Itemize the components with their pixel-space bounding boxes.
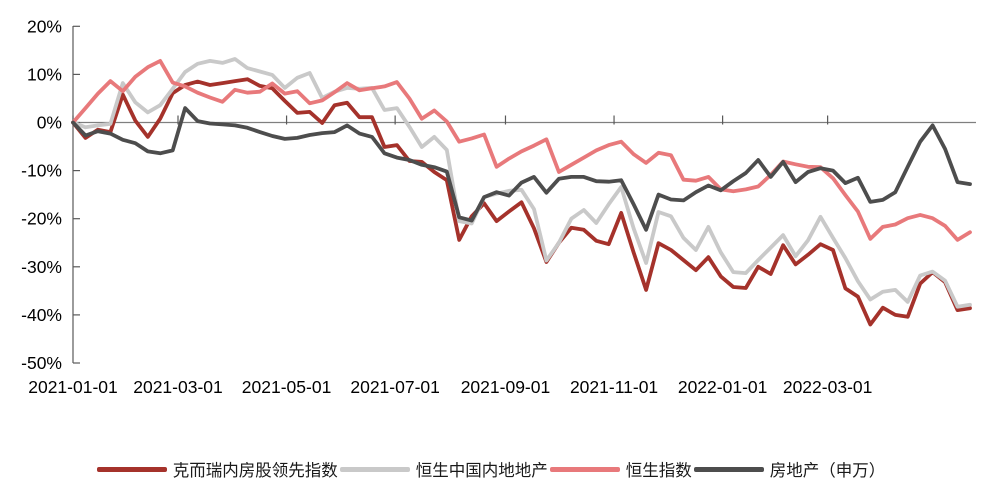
legend-item-sw-real-estate: 房地产（申万） [693,457,886,481]
y-tick-label: -10% [21,161,62,181]
legend-item-cric: 克而瑞内房股领先指数 [96,457,338,481]
y-tick-label: -20% [21,209,62,229]
legend-label-cric: 克而瑞内房股领先指数 [172,461,338,480]
x-tick-label: 2021-07-01 [350,377,440,397]
x-tick-label: 2021-03-01 [133,377,223,397]
legend-swatch-cric [96,466,167,472]
y-tick-label: -30% [21,257,62,277]
y-tick-label: 20% [27,16,62,36]
legend-label-sw-real-estate: 房地产（申万） [769,461,886,480]
legend-label-hang-seng-index: 恒生指数 [625,461,692,480]
x-tick-label: 2021-05-01 [242,377,332,397]
legend-label-hs-mainland-properties: 恒生中国内地地产 [415,461,548,480]
series-line-3 [71,106,972,232]
x-tick-label: 2021-01-01 [28,377,118,397]
legend-item-hs-mainland-properties: 恒生中国内地地产 [339,457,548,481]
x-tick-label: 2021-11-01 [570,377,658,397]
y-tick-label: 0% [37,113,62,133]
x-tick-label: 2022-01-01 [678,377,768,397]
series-line-0 [71,77,972,327]
line-chart-plot: 20% 10% 0% -10% -20% -30% -40% -50% 2021-01-01 20… [21,16,976,397]
legend-item-hang-seng-index: 恒生指数 [549,457,692,481]
legend-swatch-hang-seng-index [549,466,620,472]
x-tick-label: 2021-09-01 [461,377,551,397]
chart-legend: 克而瑞内房股领先指数 恒生中国内地地产 恒生指数 房地产（申万） [0,452,982,486]
x-tick-label: 2022-03-01 [783,377,873,397]
y-tick-label: -50% [21,353,62,373]
y-tick-label: 10% [27,64,62,84]
legend-swatch-sw-real-estate [693,466,764,472]
y-tick-label: -40% [21,305,62,325]
series-line-2 [71,59,972,242]
series-line-1 [71,57,972,309]
legend-swatch-hs-mainland-properties [339,466,410,472]
